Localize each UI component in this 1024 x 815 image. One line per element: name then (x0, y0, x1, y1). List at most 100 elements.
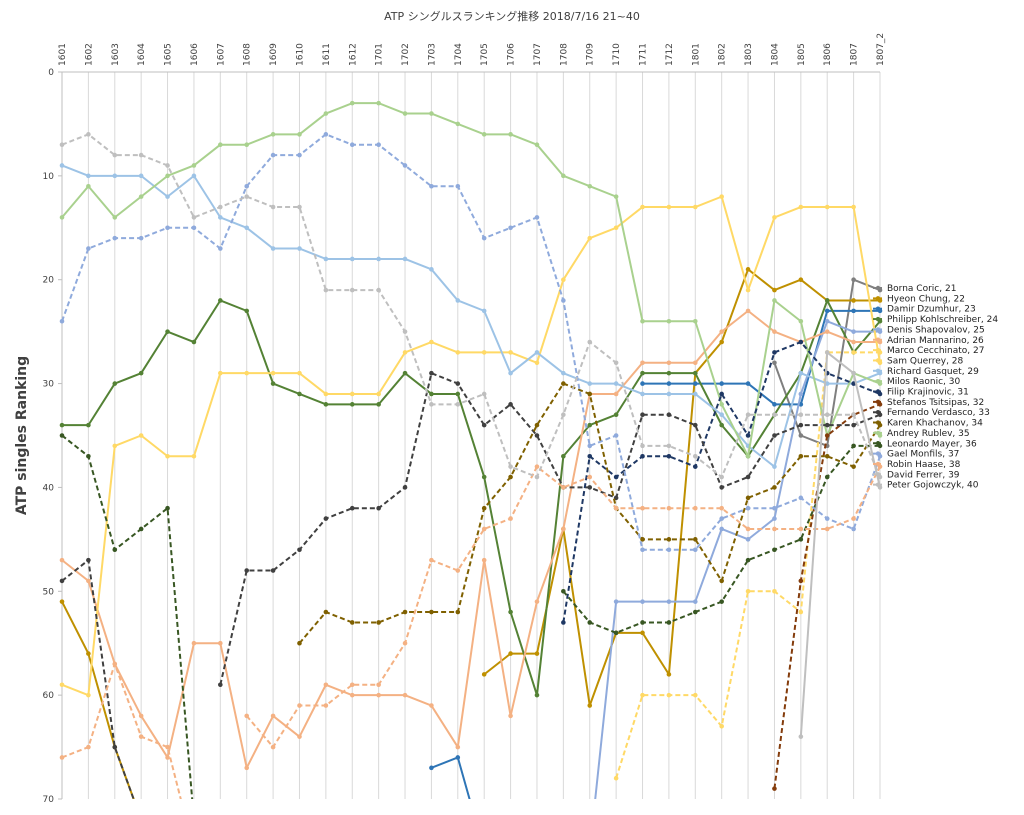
legend-label: Stefanos Tsitsipas, 32 (887, 398, 984, 408)
series-line (298, 382, 881, 644)
x-tick-label: 1706 (507, 43, 517, 66)
x-tick-label: 1708 (559, 43, 569, 66)
legend-label: Andrey Rublev, 35 (887, 429, 970, 439)
x-tick-label: 1702 (401, 43, 411, 66)
series-line (61, 309, 880, 769)
legend-item: David Ferrer, 39 (873, 470, 960, 480)
series-line (562, 341, 881, 623)
data-point (640, 692, 645, 698)
chart-title: ATP シングルスランキング推移 2018/7/16 21~40 (384, 9, 640, 23)
series-line (61, 133, 881, 551)
legend-marker (875, 378, 881, 384)
y-tick-label: 10 (43, 172, 55, 182)
legend-marker (875, 420, 881, 425)
legend-label: Philipp Kohlschreiber, 24 (887, 315, 998, 325)
legend-label: Fernando Verdasco, 33 (887, 408, 990, 418)
legend-label: Gael Monfils, 37 (887, 450, 959, 460)
x-tick-label: 1607 (216, 43, 226, 66)
series-lines (59, 100, 883, 799)
data-point (692, 547, 698, 553)
series-8 (59, 194, 883, 698)
data-point (824, 422, 830, 428)
legend-marker (875, 358, 881, 363)
x-tick-label: 1705 (480, 43, 490, 66)
data-point (745, 526, 751, 532)
legend-marker (875, 327, 881, 332)
legend-label: Adrian Mannarino, 26 (887, 336, 984, 346)
series-18 (59, 464, 883, 799)
y-tick-label: 60 (43, 691, 55, 701)
series-11 (561, 339, 883, 625)
series-line (431, 756, 471, 799)
legend-label: Hyeon Chung, 22 (887, 294, 965, 304)
legend-marker (875, 441, 881, 446)
legend-label: Robin Haase, 38 (887, 460, 961, 470)
legend-item: Philipp Kohlschreiber, 24 (873, 315, 998, 325)
x-tick-label: 1610 (295, 43, 305, 66)
legend-label: Damir Dzumhur, 23 (887, 305, 976, 315)
legend-marker (875, 472, 881, 477)
gridlines (61, 72, 881, 799)
data-point (719, 505, 724, 511)
legend-label: Milos Raonic, 30 (887, 377, 961, 387)
x-tick-label: 1709 (586, 43, 596, 66)
legend-marker (875, 399, 881, 405)
y-tick-label: 50 (43, 587, 55, 597)
legend-label: Borna Coric, 21 (887, 284, 956, 294)
legend-label: Marco Cecchinato, 27 (887, 346, 984, 356)
y-tick-label: 70 (43, 795, 55, 805)
legend-item: Milos Raonic, 30 (873, 377, 961, 387)
x-tick-label: 1805 (797, 43, 807, 66)
x-tick-label: 1611 (322, 43, 332, 66)
data-point (429, 609, 434, 615)
data-point (349, 287, 355, 293)
x-tick-label: 1701 (375, 43, 385, 66)
legend-marker (875, 482, 881, 487)
series-16 (59, 433, 883, 799)
series-line (594, 320, 880, 799)
x-tick-label: 1802 (718, 43, 728, 66)
series-9 (59, 163, 883, 469)
series-19 (59, 132, 883, 480)
x-tick-label: 1710 (612, 43, 622, 66)
series-14 (297, 381, 883, 646)
legend-item: Damir Dzumhur, 23 (873, 305, 976, 315)
x-tick-label: 1806 (823, 43, 833, 66)
legend-label: Filip Krajinovic, 31 (887, 388, 969, 398)
y-tick-label: 40 (43, 483, 55, 493)
legend-item: Filip Krajinovic, 31 (873, 388, 969, 398)
series-10 (59, 100, 883, 459)
x-tick-label: 1707 (533, 43, 543, 66)
series-5 (594, 318, 883, 799)
legend-item: Karen Khachanov, 34 (873, 419, 983, 429)
x-tick-label: 1605 (164, 43, 174, 66)
data-point (666, 453, 672, 459)
legend-item: Adrian Mannarino, 26 (873, 336, 984, 346)
series-line (483, 268, 880, 707)
series-4 (59, 298, 883, 698)
series-17 (59, 132, 883, 553)
x-tick-label: 1801 (691, 43, 701, 66)
series-line (245, 465, 881, 749)
legend-marker (875, 451, 881, 456)
series-line (62, 299, 881, 697)
legend-label: Sam Querrey, 28 (887, 356, 964, 366)
series-line (799, 351, 881, 737)
y-axis-label: ATP singles Ranking (14, 356, 30, 515)
data-point (112, 744, 118, 750)
legend-item: Gael Monfils, 37 (873, 450, 959, 460)
series-line (615, 351, 880, 779)
legend-item: Stefanos Tsitsipas, 32 (873, 398, 984, 408)
series-6 (59, 308, 883, 771)
series-3 (429, 308, 883, 799)
legend-label: Karen Khachanov, 34 (887, 419, 983, 429)
x-tick-label: 1604 (137, 43, 147, 66)
x-tick-label: 1807 (850, 43, 860, 66)
legend-marker (875, 430, 881, 436)
legend-marker (875, 296, 881, 301)
series-line (61, 164, 881, 468)
legend-item: Marco Cecchinato, 27 (873, 346, 984, 356)
legend-item: Andrey Rublev, 35 (873, 429, 970, 439)
